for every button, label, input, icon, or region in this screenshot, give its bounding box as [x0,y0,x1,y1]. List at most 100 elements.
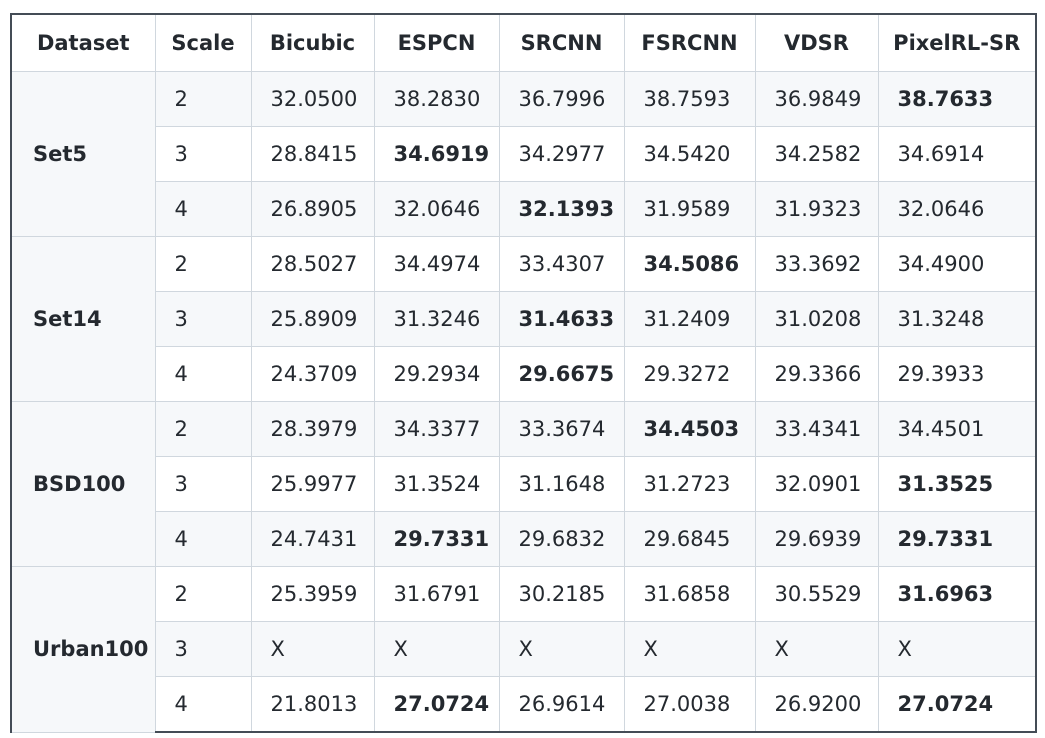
header-espcn: ESPCN [373,13,500,72]
value-cell-srcnn: 29.6675 [498,346,625,402]
value-cell-pixelrl-sr: 29.7331 [877,511,1037,567]
value-cell-espcn: 34.3377 [373,401,500,457]
header-scale: Scale [154,13,252,72]
value-cell-bicubic: 25.8909 [250,291,375,347]
table-row: Set14 2 28.5027 34.4974 33.4307 34.5086 33.369… [10,236,1037,402]
value-cell-pixelrl-sr: 34.6914 [877,126,1037,182]
table-row: 3 25.8909 31.3246 31.4633 31.2409 31.0208 31.3… [11,291,1037,347]
value-cell-srcnn: 34.2977 [498,126,625,182]
value-cell-bicubic: 28.8415 [250,126,375,182]
dataset-cell: Set5 [10,71,156,237]
value-cell-bicubic: 26.8905 [250,181,375,237]
value-cell-fsrcnn: 34.5086 [623,236,756,292]
value-cell-espcn: 29.2934 [373,346,500,402]
table-row: 3 25.9977 31.3524 31.1648 31.2723 32.0901 31.3… [11,456,1037,512]
value-cell-srcnn: 33.3674 [498,401,625,457]
value-cell-espcn: 32.0646 [373,181,500,237]
value-cell-bicubic: 32.0500 [250,71,375,127]
value-cell-vdsr: 33.4341 [754,401,879,457]
results-table-container: Dataset Scale Bicubic ESPCN SRCNN FSRCNN… [10,13,1037,733]
value-cell-vdsr: 29.6939 [754,511,879,567]
header-vdsr: VDSR [754,13,879,72]
value-cell-bicubic: 28.3979 [250,401,375,457]
header-srcnn: SRCNN [498,13,625,72]
value-cell-fsrcnn: 34.5420 [623,126,756,182]
value-cell-bicubic: 25.3959 [250,566,375,622]
value-cell-srcnn: 26.9614 [498,676,625,733]
scale-cell: 4 [154,511,252,567]
value-cell-srcnn: 29.6832 [498,511,625,567]
table-row: Urban100 2 25.3959 31.6791 30.2185 31.6858 30.… [10,566,1037,733]
scale-cell: 2 [154,71,252,127]
value-cell-vdsr: 36.9849 [754,71,879,127]
value-cell-pixelrl-sr: 31.3525 [877,456,1037,512]
table-body: Set5 2 32.0500 38.2830 36.7996 38.7593 36.9849… [10,71,1037,733]
value-cell-vdsr: 33.3692 [754,236,879,292]
value-cell-bicubic: 21.8013 [250,676,375,733]
value-cell-pixelrl-sr: 38.7633 [877,71,1037,127]
dataset-cell: Urban100 [10,566,156,733]
header-row: Dataset Scale Bicubic ESPCN SRCNN FSRCNN… [10,13,1037,72]
value-cell-srcnn: 33.4307 [498,236,625,292]
scale-cell: 2 [154,236,252,292]
value-cell-pixelrl-sr: 31.6963 [877,566,1037,622]
value-cell-espcn: 34.4974 [373,236,500,292]
table-row: 3 28.8415 34.6919 34.2977 34.5420 34.2582 34.6… [11,126,1037,182]
table-row: 4 21.8013 27.0724 26.9614 27.0038 26.9200 27.0… [11,676,1037,733]
value-cell-fsrcnn: 29.6845 [623,511,756,567]
value-cell-vdsr: 31.0208 [754,291,879,347]
scale-cell: 3 [154,291,252,347]
value-cell-vdsr: X [754,621,879,677]
value-cell-bicubic: 28.5027 [250,236,375,292]
value-cell-fsrcnn: 34.4503 [623,401,756,457]
value-cell-fsrcnn: 31.2723 [623,456,756,512]
header-bicubic: Bicubic [250,13,375,72]
value-cell-bicubic: 25.9977 [250,456,375,512]
value-cell-vdsr: 32.0901 [754,456,879,512]
scale-cell: 2 [154,566,252,622]
value-cell-srcnn: 30.2185 [498,566,625,622]
value-cell-srcnn: 36.7996 [498,71,625,127]
header-dataset: Dataset [10,13,156,72]
value-cell-pixelrl-sr: 34.4900 [877,236,1037,292]
value-cell-srcnn: X [498,621,625,677]
value-cell-espcn: 27.0724 [373,676,500,733]
value-cell-srcnn: 31.1648 [498,456,625,512]
value-cell-fsrcnn: 38.7593 [623,71,756,127]
table-row: 4 26.8905 32.0646 32.1393 31.9589 31.9323 32.0… [11,181,1037,237]
value-cell-srcnn: 32.1393 [498,181,625,237]
table-row: BSD100 2 28.3979 34.3377 33.3674 34.4503 33.43… [10,401,1037,567]
table-row: 4 24.3709 29.2934 29.6675 29.3272 29.3366 29.3… [11,346,1037,402]
dataset-cell: BSD100 [10,401,156,567]
value-cell-espcn: X [373,621,500,677]
header-pixelrl-sr: PixelRL-SR [877,13,1037,72]
value-cell-espcn: 38.2830 [373,71,500,127]
value-cell-vdsr: 30.5529 [754,566,879,622]
value-cell-espcn: 29.7331 [373,511,500,567]
value-cell-fsrcnn: 29.3272 [623,346,756,402]
value-cell-vdsr: 34.2582 [754,126,879,182]
value-cell-fsrcnn: 31.6858 [623,566,756,622]
table-header: Dataset Scale Bicubic ESPCN SRCNN FSRCNN… [10,13,1037,72]
value-cell-vdsr: 31.9323 [754,181,879,237]
value-cell-bicubic: 24.3709 [250,346,375,402]
value-cell-espcn: 31.3246 [373,291,500,347]
value-cell-espcn: 31.6791 [373,566,500,622]
scale-cell: 4 [154,676,252,733]
value-cell-bicubic: 24.7431 [250,511,375,567]
value-cell-fsrcnn: X [623,621,756,677]
value-cell-pixelrl-sr: 27.0724 [877,676,1037,733]
value-cell-pixelrl-sr: 32.0646 [877,181,1037,237]
value-cell-bicubic: X [250,621,375,677]
scale-cell: 3 [154,621,252,677]
psnr-results-table: Dataset Scale Bicubic ESPCN SRCNN FSRCNN… [10,13,1037,733]
value-cell-pixelrl-sr: X [877,621,1037,677]
header-fsrcnn: FSRCNN [623,13,756,72]
value-cell-vdsr: 29.3366 [754,346,879,402]
scale-cell: 4 [154,181,252,237]
value-cell-fsrcnn: 27.0038 [623,676,756,733]
scale-cell: 3 [154,456,252,512]
value-cell-espcn: 34.6919 [373,126,500,182]
value-cell-vdsr: 26.9200 [754,676,879,733]
